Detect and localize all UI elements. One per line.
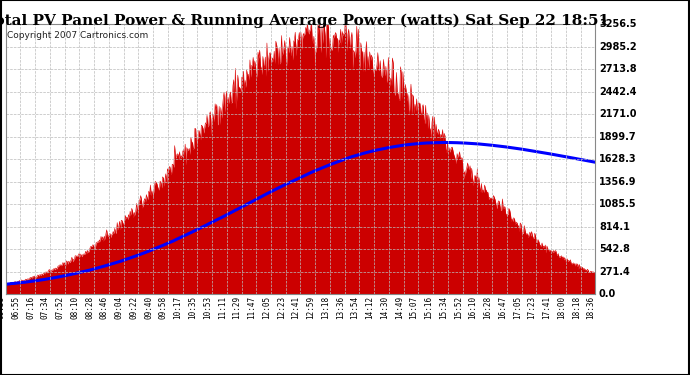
Text: 08:10: 08:10 [70,296,79,320]
Text: 1899.7: 1899.7 [599,132,637,142]
Text: 18:36: 18:36 [586,296,595,320]
Text: 542.8: 542.8 [599,244,630,254]
Text: 12:23: 12:23 [277,296,286,320]
Text: 09:58: 09:58 [159,296,168,320]
Text: 15:52: 15:52 [454,296,463,320]
Text: 12:41: 12:41 [291,296,301,320]
Text: 17:41: 17:41 [542,296,551,320]
Text: 10:35: 10:35 [188,296,197,320]
Text: 06:38: 06:38 [0,296,6,320]
Text: Copyright 2007 Cartronics.com: Copyright 2007 Cartronics.com [7,31,148,40]
Text: 09:04: 09:04 [115,296,124,320]
Text: 16:28: 16:28 [483,296,492,320]
Text: 11:29: 11:29 [233,296,241,320]
Text: 10:17: 10:17 [173,296,182,320]
Text: 16:10: 16:10 [469,296,477,320]
Text: 2171.0: 2171.0 [599,110,636,119]
Text: 15:34: 15:34 [439,296,448,320]
Text: 13:18: 13:18 [321,296,330,320]
Text: 08:28: 08:28 [85,296,94,320]
Text: 2985.2: 2985.2 [599,42,637,52]
Text: 07:34: 07:34 [41,296,50,320]
Text: 06:55: 06:55 [11,296,20,320]
Text: 2442.4: 2442.4 [599,87,636,97]
Text: 1628.3: 1628.3 [599,154,637,164]
Text: 3256.5: 3256.5 [599,20,636,29]
Text: 14:49: 14:49 [395,296,404,320]
Text: 17:05: 17:05 [513,296,522,320]
Text: 1085.5: 1085.5 [599,200,637,209]
Text: 10:53: 10:53 [203,296,212,320]
Text: 18:00: 18:00 [557,296,566,320]
Text: 09:40: 09:40 [144,296,153,320]
Text: 18:18: 18:18 [572,296,581,320]
Text: 07:16: 07:16 [26,296,35,320]
Text: 17:23: 17:23 [527,296,537,320]
Text: 11:11: 11:11 [218,296,227,320]
Text: 814.1: 814.1 [599,222,630,232]
Text: 13:54: 13:54 [351,296,359,320]
Text: 0.0: 0.0 [599,290,616,299]
Text: 1356.9: 1356.9 [599,177,636,187]
Text: 13:36: 13:36 [336,296,345,320]
Text: 07:52: 07:52 [55,296,65,320]
Text: 09:22: 09:22 [129,296,138,320]
Text: 12:59: 12:59 [306,296,315,320]
Text: 15:16: 15:16 [424,296,433,320]
Text: 08:46: 08:46 [100,296,109,320]
Text: 16:47: 16:47 [498,296,507,320]
Text: 271.4: 271.4 [599,267,630,277]
Text: 15:07: 15:07 [409,296,418,320]
Text: 11:47: 11:47 [247,296,256,320]
Text: Total PV Panel Power & Running Average Power (watts) Sat Sep 22 18:51: Total PV Panel Power & Running Average P… [0,13,609,27]
Text: 2713.8: 2713.8 [599,64,637,74]
Text: 12:05: 12:05 [262,296,271,320]
Text: 14:12: 14:12 [365,296,374,320]
Text: 14:30: 14:30 [380,296,389,320]
